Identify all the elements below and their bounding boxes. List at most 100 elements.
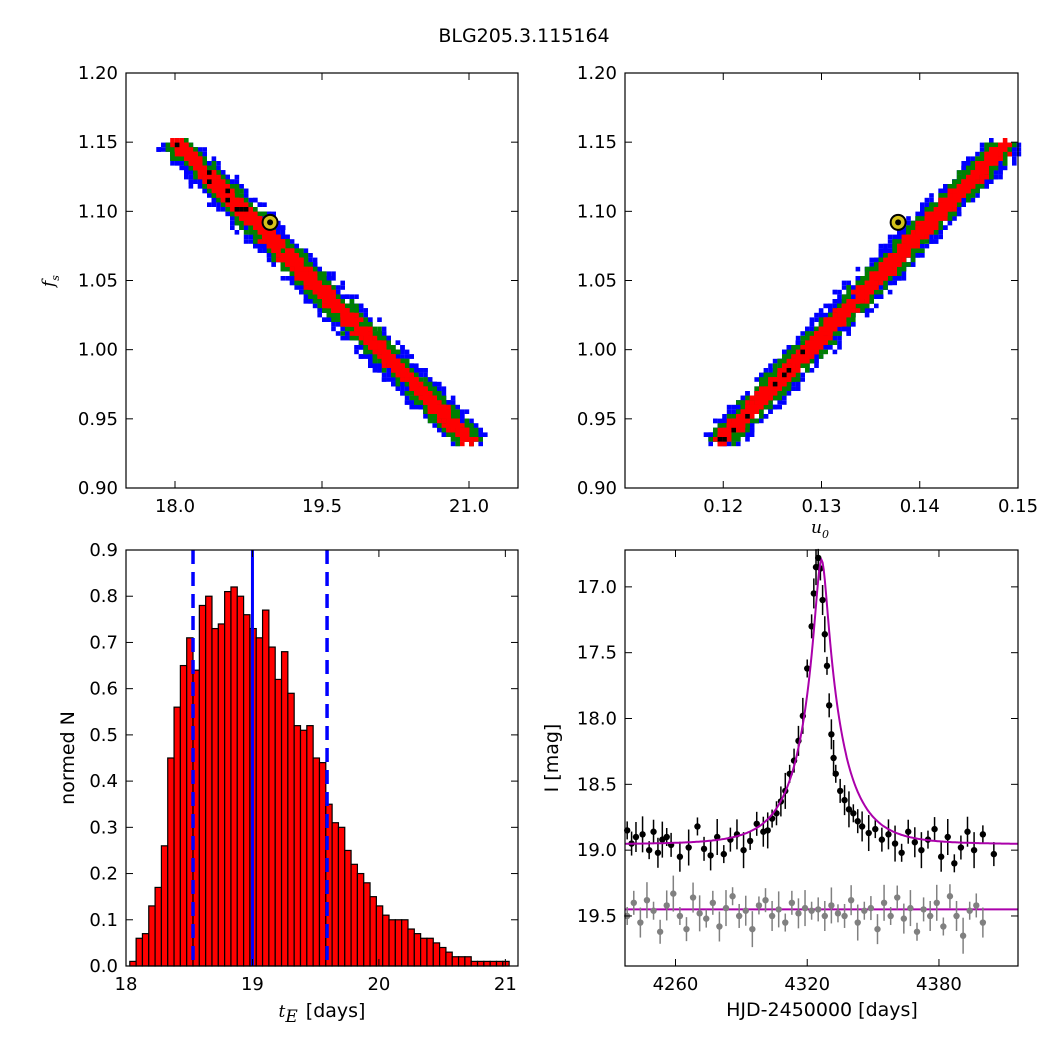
confidence-cell (395, 368, 401, 373)
confidence-cell (354, 303, 359, 309)
confidence-cell (331, 312, 336, 318)
confidence-cell (906, 220, 911, 226)
confidence-cell (179, 138, 184, 143)
confidence-cell (749, 432, 755, 437)
confidence-cell (768, 368, 773, 373)
confidence-cell (450, 409, 456, 414)
confidence-cell (979, 142, 985, 148)
confidence-cell (308, 285, 313, 290)
confidence-cell (414, 395, 419, 401)
confidence-cell (915, 253, 920, 258)
confidence-cell (460, 418, 465, 424)
confidence-cell (441, 423, 447, 428)
confidence-cell (437, 381, 442, 387)
confidence-cell (349, 322, 355, 327)
confidence-cell (262, 248, 267, 253)
confidence-cell (938, 234, 943, 240)
confidence-cell (1012, 147, 1017, 152)
confidence-cell (427, 404, 433, 410)
confidence-cell (404, 368, 410, 373)
confidence-cell (828, 308, 833, 313)
confidence-cell (253, 230, 258, 235)
confidence-cell (427, 381, 433, 387)
confidence-cell (349, 312, 355, 318)
confidence-cell (285, 276, 290, 281)
confidence-cell (409, 404, 414, 410)
confidence-cell (368, 349, 373, 355)
confidence-cell (248, 216, 253, 221)
confidence-cell (713, 418, 718, 424)
confidence-cell (478, 437, 483, 442)
confidence-cell (303, 271, 309, 276)
confidence-cell (331, 317, 336, 322)
confidence-cell (202, 184, 207, 189)
confidence-cell (400, 363, 405, 368)
confidence-cell (207, 184, 212, 189)
confidence-cell (975, 193, 980, 198)
confidence-cell (349, 308, 355, 313)
confidence-cell (243, 216, 249, 221)
confidence-cell (253, 211, 258, 217)
confidence-cell (326, 280, 332, 286)
confidence-cell (777, 400, 782, 405)
confidence-cell (956, 207, 962, 212)
confidence-cell (409, 368, 414, 373)
confidence-cell (331, 285, 336, 290)
confidence-cell (207, 188, 212, 194)
confidence-cell (345, 303, 350, 309)
confidence-cell (230, 193, 235, 198)
confidence-cell (253, 220, 258, 226)
confidence-cell (216, 197, 221, 203)
confidence-cell (170, 142, 175, 148)
confidence-cell (331, 276, 336, 281)
confidence-cell (469, 418, 474, 424)
confidence-cell (202, 161, 207, 166)
confidence-cell (294, 266, 299, 272)
confidence-cell (276, 234, 281, 240)
confidence-cell (450, 432, 456, 437)
confidence-cell (234, 202, 240, 207)
confidence-cell (377, 345, 382, 350)
confidence-cell (289, 243, 295, 249)
confidence-cell (271, 239, 276, 244)
confidence-cell (437, 391, 442, 396)
confidence-cell (846, 331, 851, 336)
confidence-cell (174, 147, 180, 152)
confidence-cell (188, 147, 194, 152)
y-tick-label: 0.95 (78, 409, 118, 430)
confidence-cell (326, 276, 332, 281)
confidence-cell (271, 234, 276, 240)
confidence-cell (243, 225, 249, 230)
confidence-cell (745, 437, 750, 442)
confidence-cell (1016, 142, 1022, 148)
confidence-cell (248, 239, 253, 244)
confidence-cell (207, 161, 212, 166)
confidence-cell (230, 179, 235, 184)
confidence-cell (423, 372, 428, 378)
confidence-cell (326, 312, 332, 318)
confidence-cell (335, 294, 341, 299)
confidence-cell (455, 427, 460, 433)
confidence-cell (432, 418, 437, 424)
confidence-cell (340, 312, 345, 318)
confidence-cell (317, 303, 322, 309)
confidence-cell (892, 280, 897, 286)
confidence-cell (354, 322, 359, 327)
confidence-cell (395, 381, 401, 387)
confidence-cell (441, 404, 447, 410)
confidence-cell (386, 349, 391, 355)
confidence-cell (308, 276, 313, 281)
confidence-cell (179, 165, 184, 171)
confidence-cell (243, 234, 249, 240)
confidence-cell (188, 184, 194, 189)
confidence-cell (372, 335, 378, 341)
confidence-cell (271, 230, 276, 235)
confidence-cell (184, 156, 189, 161)
confidence-cell (220, 188, 226, 194)
confidence-cell (230, 211, 235, 217)
confidence-cell (450, 423, 456, 428)
confidence-cell (312, 280, 318, 286)
confidence-cell (395, 377, 401, 382)
confidence-cell (478, 427, 483, 433)
